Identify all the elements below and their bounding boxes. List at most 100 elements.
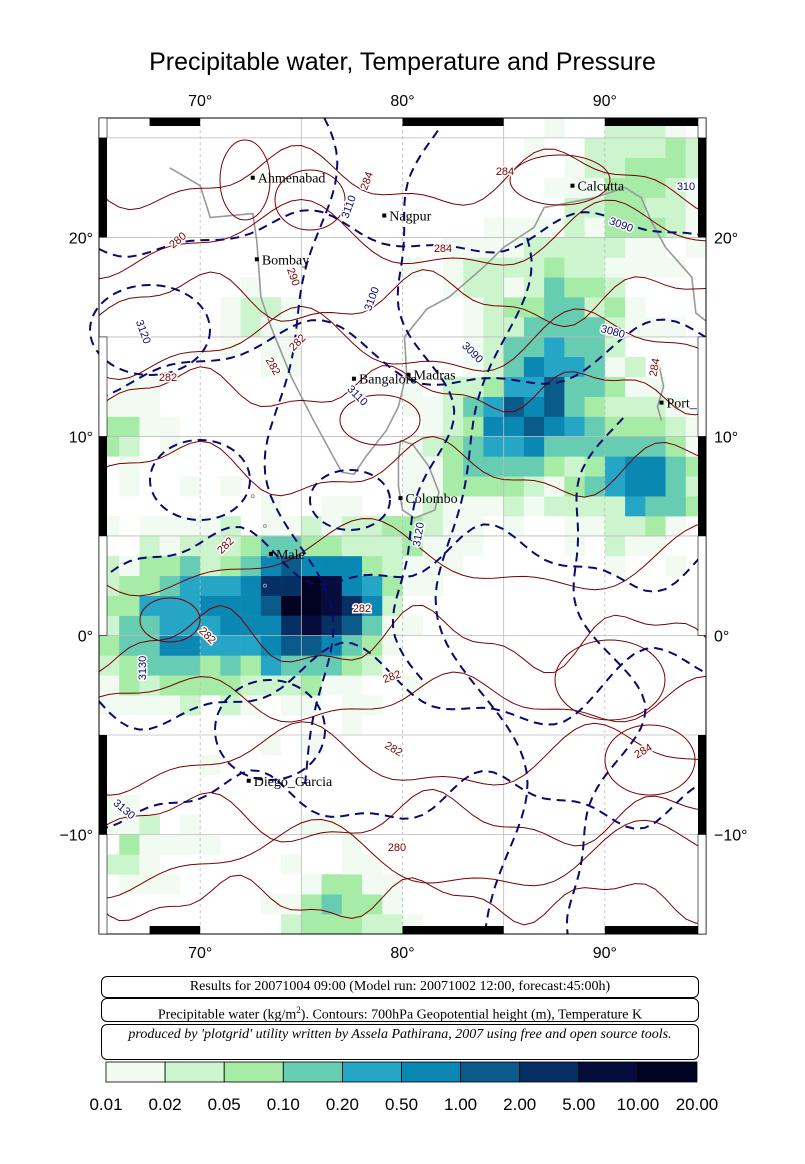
pw-cell [321, 535, 343, 557]
pw-cell [301, 575, 322, 596]
frame-left-segment [98, 834, 108, 935]
pw-cell [564, 277, 585, 298]
pw-cell [665, 476, 687, 497]
pw-cell [341, 635, 363, 656]
pw-cell [483, 277, 504, 298]
city-label: Colombo [405, 492, 457, 507]
pw-cell [523, 137, 545, 159]
pw-cell [645, 535, 666, 557]
pw-cell [604, 336, 626, 358]
pw-cell [544, 456, 565, 477]
colorbar-swatch [637, 1061, 698, 1083]
pw-cell [625, 396, 646, 417]
pw-cell [139, 695, 160, 716]
pw-cell [463, 336, 484, 358]
pw-cell [341, 496, 363, 517]
lat-tick-label-right: 10° [714, 429, 738, 446]
pw-cell [402, 496, 424, 517]
pw-cell [260, 635, 282, 656]
pw-cell [159, 595, 181, 616]
pw-cell [645, 137, 666, 159]
pw-cell [321, 874, 343, 895]
pw-cell [503, 317, 525, 338]
pw-cell [119, 874, 140, 895]
pw-cell [463, 476, 484, 497]
pw-cell [362, 914, 383, 935]
pw-cell [463, 436, 484, 457]
contour-label: 290 [284, 266, 302, 287]
lat-tick-label-right: 0° [714, 628, 729, 645]
pw-cell [604, 257, 626, 278]
pw-cell [362, 854, 383, 875]
pw-cell [463, 396, 484, 417]
pw-cell [463, 456, 484, 477]
temperature-contour [98, 144, 707, 214]
pw-cell [281, 516, 302, 537]
pw-cell [523, 376, 545, 397]
pw-cell [362, 516, 383, 537]
pw-cell [362, 575, 383, 596]
pw-cell [240, 575, 262, 596]
pw-cell [604, 555, 626, 577]
pw-cell [422, 416, 444, 437]
pw-cell [260, 734, 282, 756]
pw-cell [119, 595, 140, 616]
pw-cell [402, 615, 424, 636]
pw-cell [240, 655, 262, 676]
pw-cell [483, 476, 504, 497]
pw-cell [625, 237, 646, 258]
pw-cell [564, 396, 585, 417]
pw-cell [200, 555, 221, 577]
pw-cell [544, 376, 565, 397]
pw-cell [463, 356, 484, 378]
island-coastline [250, 494, 255, 499]
pw-cell [503, 436, 525, 457]
pw-cell [341, 874, 363, 895]
pw-cell [382, 555, 403, 577]
pw-cell [463, 376, 484, 397]
pw-cell [260, 575, 282, 596]
pw-cell [321, 496, 343, 517]
pw-cell [260, 516, 282, 537]
pw-cell [604, 297, 626, 318]
pw-cell [220, 575, 241, 596]
colorbar-tick-label: 2.00 [503, 1095, 537, 1114]
pw-cell [179, 575, 201, 596]
colorbar-tick-label: 0.01 [89, 1095, 123, 1114]
lat-tick-label-left: −10° [59, 827, 93, 844]
pw-cell [503, 237, 525, 258]
pw-cell [625, 297, 646, 318]
height-contour [263, 117, 339, 785]
frame-bottom-segment [402, 926, 504, 934]
pw-cell [281, 854, 302, 875]
pw-cell [119, 416, 140, 437]
temperature-contour [219, 139, 271, 221]
pw-cell [402, 575, 424, 596]
pw-cell [564, 237, 585, 258]
pw-cell [665, 197, 687, 218]
pw-cell [665, 516, 687, 537]
pw-cell [362, 695, 383, 716]
pw-cell [584, 217, 606, 238]
pw-cell [119, 436, 140, 457]
city-marker [351, 376, 356, 381]
pw-cell [341, 516, 363, 537]
frame-left-segment [99, 436, 107, 536]
pw-cell [604, 496, 626, 517]
pw-cell [645, 257, 666, 278]
pw-cell [402, 376, 424, 397]
colorbar-tick-label: 0.10 [266, 1095, 300, 1114]
colorbar-tick-label: 20.00 [675, 1095, 719, 1114]
pw-cell [523, 277, 545, 298]
pw-cell [240, 535, 262, 557]
pw-cell [625, 535, 646, 557]
pw-cell [625, 496, 646, 517]
pw-cell [564, 535, 585, 557]
contour-label: 284 [633, 742, 655, 762]
lon-tick-label-bottom: 90° [593, 945, 617, 962]
temperature-contour [339, 394, 421, 446]
pw-cell [625, 416, 646, 437]
frame-right-segment [698, 137, 706, 238]
city-marker [250, 175, 255, 180]
pw-cell [483, 297, 504, 318]
